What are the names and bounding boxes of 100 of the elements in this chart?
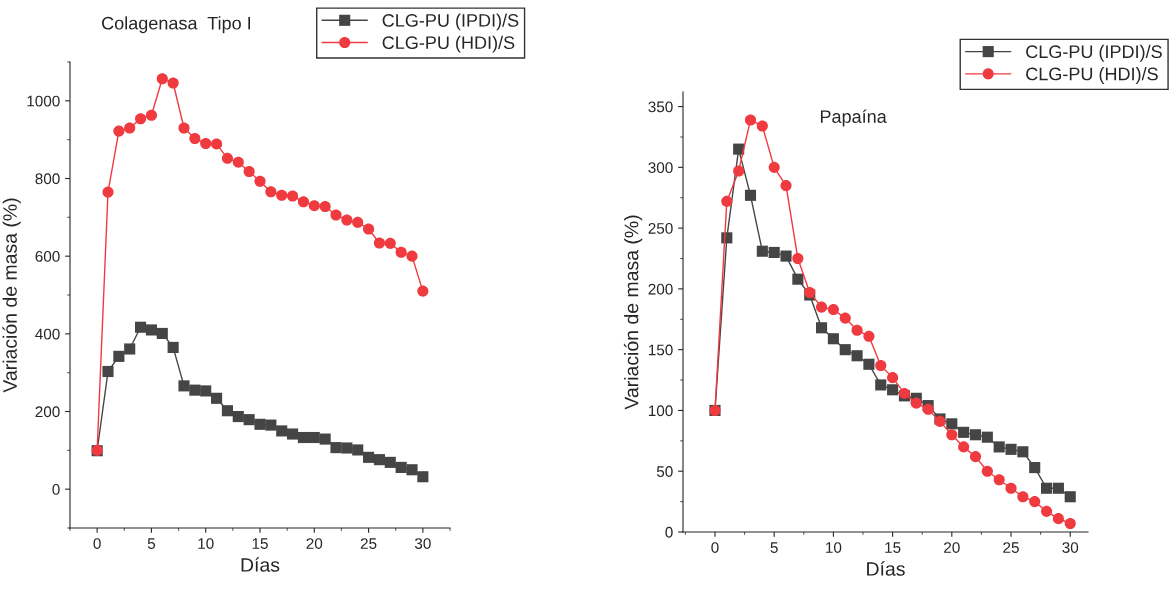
point: [969, 429, 982, 441]
point: [1017, 491, 1029, 503]
x-tick-label: 15: [252, 538, 268, 549]
point: [276, 189, 288, 201]
point: [384, 456, 396, 468]
point: [417, 471, 429, 483]
point: [733, 165, 745, 177]
point: [330, 209, 342, 221]
point: [768, 246, 780, 258]
point: [839, 312, 851, 324]
point: [863, 358, 875, 370]
point: [330, 442, 342, 454]
point: [417, 285, 429, 297]
point: [863, 330, 875, 342]
x-tick-label: 15: [885, 542, 901, 553]
point: [816, 301, 828, 313]
point: [254, 175, 266, 187]
point: [156, 73, 168, 85]
x-tick-label: 5: [770, 542, 778, 553]
point: [1041, 482, 1053, 494]
y-tick-label: 400: [35, 328, 60, 340]
x-tick-label: 25: [360, 538, 377, 549]
point: [243, 414, 255, 426]
point: [373, 237, 385, 249]
x-axis-title: Días: [867, 561, 905, 576]
point: [341, 214, 353, 226]
point: [189, 132, 201, 145]
point: [744, 114, 757, 126]
point: [981, 431, 993, 443]
point: [780, 180, 792, 192]
point: [373, 454, 385, 466]
text: Papaína: [820, 109, 887, 127]
y-tick-label: 300: [648, 162, 673, 174]
x-tick-label: 30: [1062, 542, 1079, 553]
y-tick-label: 1000: [27, 95, 60, 107]
point: [113, 125, 125, 137]
legend-label: CLG-PU (HDI)/S: [1026, 67, 1158, 84]
point: [232, 156, 244, 168]
y-tick-label: 200: [35, 406, 60, 418]
point: [243, 165, 255, 178]
point: [341, 442, 353, 454]
point: [721, 195, 733, 207]
point: [352, 216, 364, 228]
point: [145, 109, 157, 121]
point: [406, 464, 418, 476]
point: [102, 186, 114, 198]
y-tick-label: 50: [656, 466, 673, 477]
point: [733, 143, 745, 155]
x-tick-label: 20: [944, 542, 960, 553]
point: [319, 433, 331, 445]
point: [780, 250, 792, 262]
point: [232, 410, 244, 423]
point: [993, 474, 1005, 486]
point: [265, 186, 277, 198]
y-tick-label: 600: [35, 251, 60, 262]
point: [297, 431, 309, 444]
point: [768, 161, 780, 173]
point: [756, 120, 768, 132]
point: [297, 196, 309, 208]
point: [958, 441, 970, 453]
point: [200, 137, 212, 150]
point: [178, 122, 190, 134]
point: [946, 418, 958, 430]
point: [839, 344, 851, 356]
point: [308, 200, 320, 212]
point: [1029, 496, 1041, 508]
point: [189, 384, 201, 396]
point: [1064, 517, 1076, 530]
point: [178, 380, 190, 392]
point: [254, 418, 266, 430]
point: [167, 77, 179, 89]
y-tick-label: 0: [665, 526, 673, 538]
point: [265, 419, 277, 431]
chart-title: Colagenasa Tipo I: [102, 16, 251, 34]
y-tick-label: 0: [52, 484, 60, 495]
point: [1005, 482, 1017, 494]
point: [946, 429, 958, 441]
point: [756, 245, 768, 257]
point: [1064, 491, 1076, 503]
point: [363, 451, 375, 463]
point: [875, 359, 887, 372]
y-tick-label: 100: [648, 405, 673, 417]
point: [1005, 443, 1017, 455]
point: [167, 341, 179, 353]
point: [744, 189, 757, 201]
point: [1017, 446, 1029, 458]
point: [384, 237, 396, 249]
point: [211, 392, 223, 404]
point: [406, 250, 418, 262]
x-tick-label: 0: [711, 542, 719, 553]
point: [221, 405, 233, 417]
point: [969, 451, 982, 463]
x-tick-label: 0: [93, 538, 101, 549]
point: [993, 441, 1005, 453]
point: [958, 426, 970, 438]
point: [792, 273, 804, 285]
x-tick-label: 10: [826, 542, 842, 553]
point: [200, 385, 212, 397]
point: [875, 379, 887, 391]
point: [816, 322, 828, 334]
